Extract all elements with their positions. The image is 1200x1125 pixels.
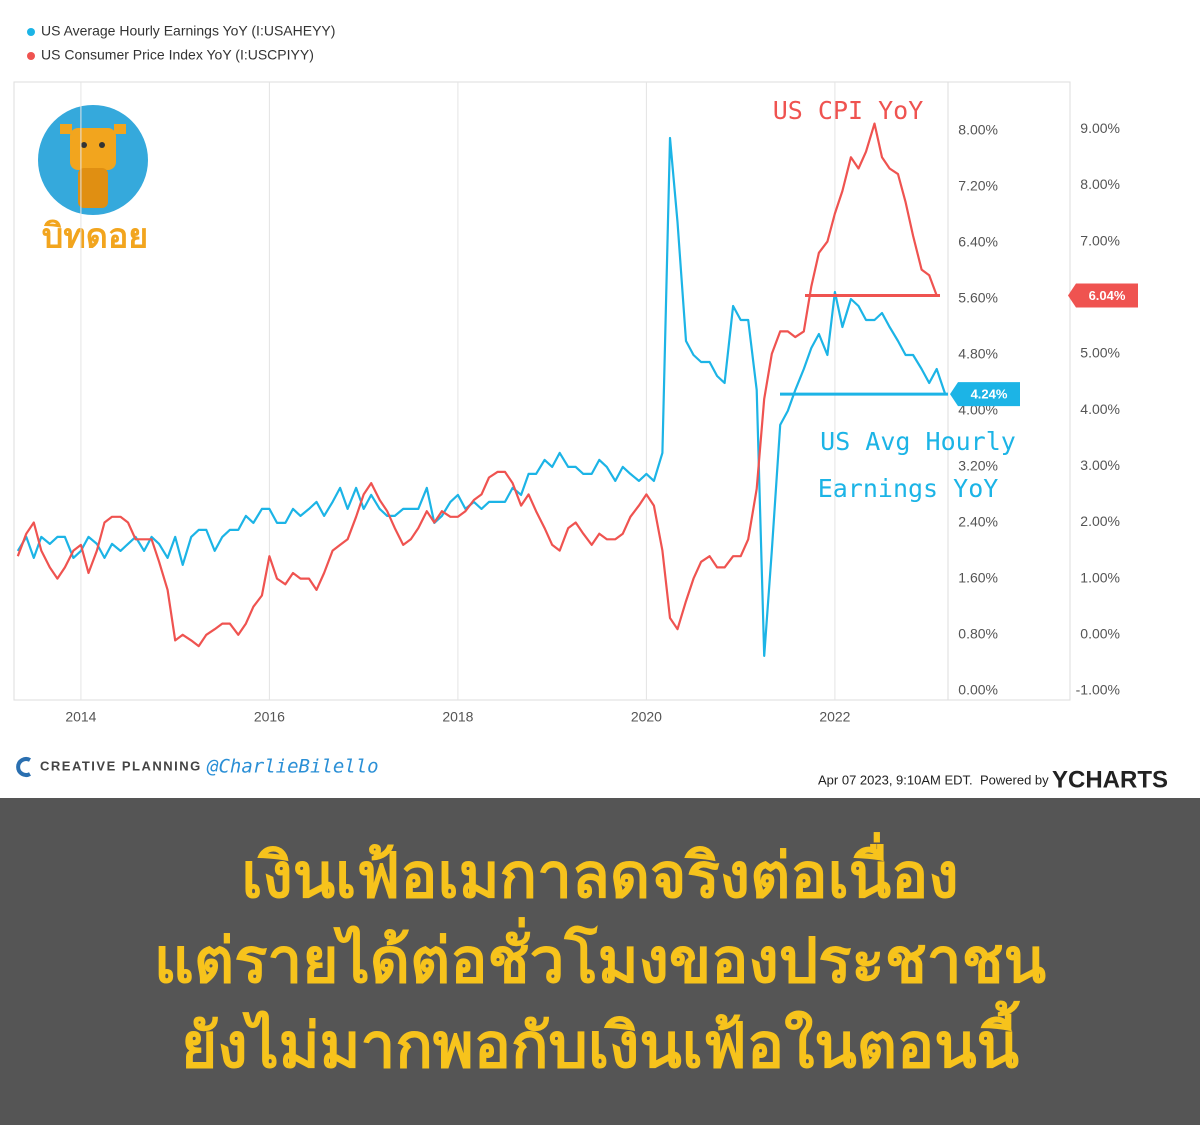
logo-ear	[60, 124, 72, 134]
y-tick-label: 7.20%	[958, 178, 998, 194]
caption-line: แต่รายได้ต่อชั่วโมงของประชาชน	[154, 917, 1046, 997]
footer-handle: @CharlieBilello	[206, 756, 379, 778]
logo-ear	[114, 124, 126, 134]
footer-powered: Powered by	[980, 772, 1049, 787]
y2-tick-label: 7.00%	[1080, 232, 1120, 248]
annotation: US CPI YoY	[773, 96, 924, 125]
caption-line: เงินเฟ้อเมกาลดจริงต่อเนื่อง	[241, 832, 958, 912]
y2-tick-label: 4.00%	[1080, 401, 1120, 417]
y-tick-label: 5.60%	[958, 290, 998, 306]
annotation: US Avg Hourly	[820, 427, 1016, 456]
logo-body	[78, 168, 108, 208]
footer-timestamp: Apr 07 2023, 9:10AM EDT.	[818, 772, 973, 787]
x-tick-label: 2020	[631, 709, 662, 725]
y-tick-label: 8.00%	[958, 122, 998, 138]
logo-eye	[81, 142, 87, 148]
annotation: Earnings YoY	[818, 474, 999, 503]
legend-marker	[27, 28, 35, 36]
x-tick-label: 2014	[65, 709, 96, 725]
y2-tick-label: 3.00%	[1080, 457, 1120, 473]
end-label: 4.24%	[971, 387, 1008, 402]
end-label: 6.04%	[1089, 288, 1126, 303]
y-tick-label: 0.80%	[958, 626, 998, 642]
y-tick-label: 0.00%	[958, 682, 998, 698]
footer-provider: YCHARTS	[1052, 766, 1168, 793]
y-tick-label: 2.40%	[958, 514, 998, 530]
legend-label: US Average Hourly Earnings YoY (I:USAHEY…	[41, 23, 335, 39]
footer-brand: CREATIVE PLANNING	[40, 758, 202, 773]
plot-frame	[13, 81, 1071, 701]
y-tick-label: 6.40%	[958, 234, 998, 250]
logo-text: บิทดอย	[42, 217, 148, 257]
legend-label: US Consumer Price Index YoY (I:USCPIYY)	[41, 47, 314, 63]
x-tick-label: 2022	[819, 709, 850, 725]
y2-tick-label: 8.00%	[1080, 176, 1120, 192]
y2-tick-label: 0.00%	[1080, 626, 1120, 642]
logo: บิทดอย	[38, 105, 148, 257]
y2-tick-label: 1.00%	[1080, 569, 1120, 585]
logo-head	[70, 128, 116, 170]
y2-tick-label: -1.00%	[1076, 682, 1120, 698]
logo-eye	[99, 142, 105, 148]
caption-background	[0, 798, 1200, 1125]
legend-marker	[27, 52, 35, 60]
end-badge	[1068, 283, 1138, 308]
x-tick-label: 2018	[442, 709, 473, 725]
y-tick-label: 1.60%	[958, 570, 998, 586]
y2-tick-label: 2.00%	[1080, 513, 1120, 529]
brand-icon	[16, 757, 31, 777]
y2-tick-label: 9.00%	[1080, 120, 1120, 136]
series-line	[16, 136, 947, 657]
caption-line: ยังไม่มากพอกับเงินเฟ้อในตอนนี้	[181, 1000, 1021, 1082]
end-badge	[950, 382, 1020, 407]
series-line	[16, 122, 938, 648]
y-tick-label: 4.80%	[958, 346, 998, 362]
y2-tick-label: 5.00%	[1080, 345, 1120, 361]
y-tick-label: 3.20%	[958, 458, 998, 474]
x-tick-label: 2016	[254, 709, 285, 725]
